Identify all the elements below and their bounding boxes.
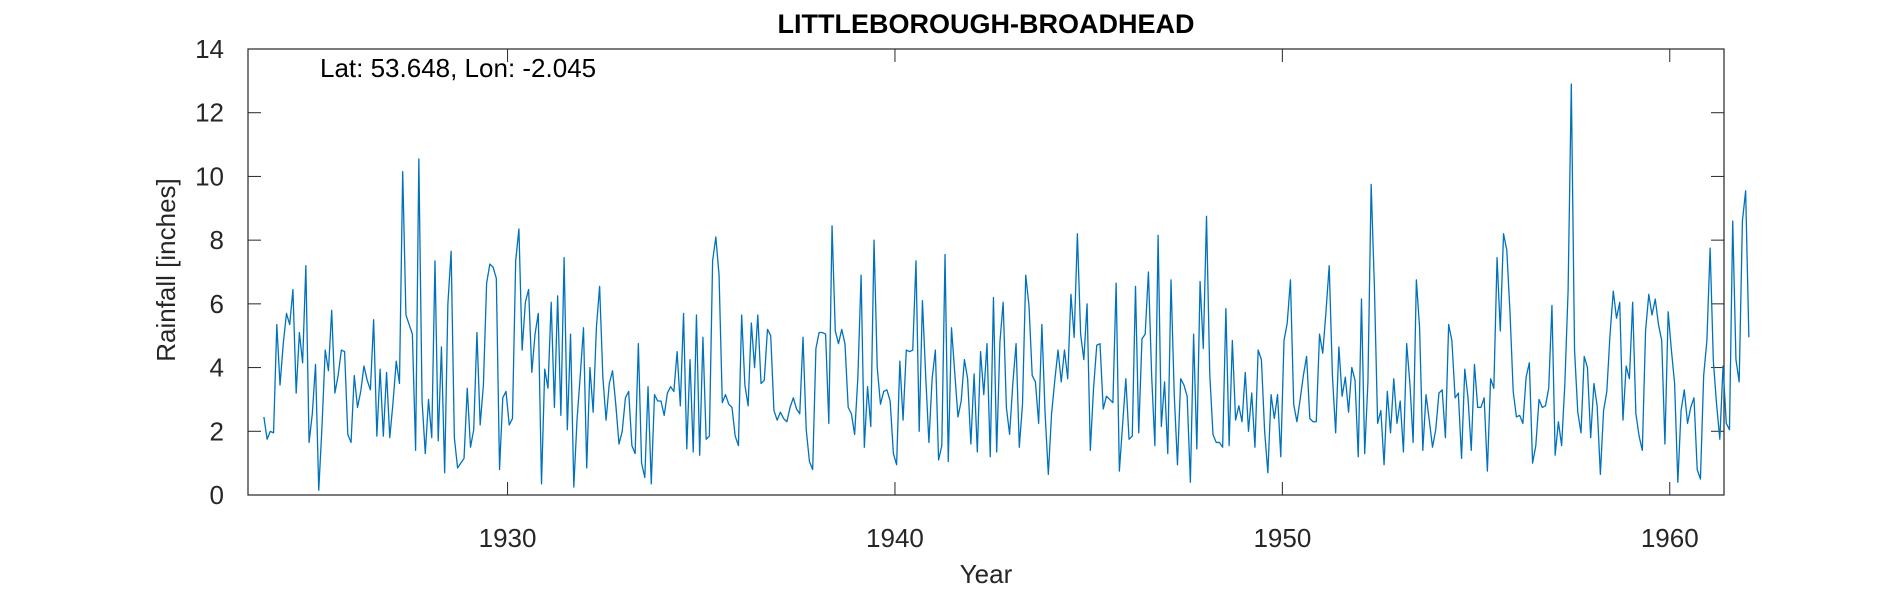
y-axis-label: Rainfall [inches] <box>151 178 181 362</box>
y-tick-label: 6 <box>210 289 224 319</box>
coordinates-annotation: Lat: 53.648, Lon: -2.045 <box>320 53 596 83</box>
axes: 0 2 4 6 8 10 12 14 1930 1940 1950 1960 <box>195 34 1725 553</box>
rainfall-series-line <box>263 83 1750 491</box>
y-tick-label: 14 <box>195 34 224 64</box>
y-tick-label: 10 <box>195 161 224 191</box>
series-group <box>263 83 1750 491</box>
plot-frame <box>247 48 1725 496</box>
x-tick-label: 1950 <box>1253 523 1311 553</box>
y-tick-label: 4 <box>210 353 224 383</box>
chart-title: LITTLEBOROUGH-BROADHEAD <box>778 9 1195 39</box>
y-tick-label: 8 <box>210 225 224 255</box>
x-tick-label: 1930 <box>479 523 537 553</box>
y-tick-label: 0 <box>210 480 224 510</box>
x-axis-label: Year <box>960 559 1013 589</box>
x-tick-label: 1960 <box>1641 523 1699 553</box>
y-tick-label: 2 <box>210 416 224 446</box>
x-tick-label: 1940 <box>866 523 924 553</box>
y-tick-label: 12 <box>195 98 224 128</box>
